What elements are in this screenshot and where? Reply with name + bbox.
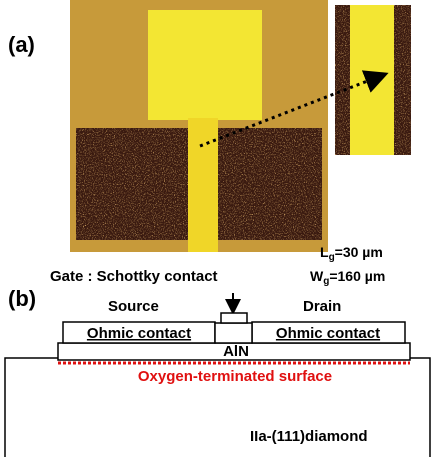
gate-length: Lg=30 µm bbox=[320, 244, 383, 263]
substrate-label: IIa-(111)diamond bbox=[250, 428, 368, 445]
panel-label: (b) bbox=[8, 286, 36, 311]
surface-label: Oxygen-terminated surface bbox=[138, 368, 332, 385]
panel-label: (a) bbox=[8, 32, 35, 57]
source-label: Source bbox=[108, 298, 159, 315]
barrier-label: AlN bbox=[223, 343, 249, 360]
ohmic-label: Ohmic contact bbox=[276, 325, 380, 342]
barrier-step bbox=[215, 323, 252, 343]
gate-metal bbox=[221, 313, 247, 323]
gate-label: Gate : Schottky contact bbox=[50, 268, 218, 285]
gate-width: Wg=160 µm bbox=[310, 268, 385, 287]
drain-label: Drain bbox=[303, 298, 341, 315]
ohmic-label: Ohmic contact bbox=[87, 325, 191, 342]
micrograph bbox=[70, 0, 328, 252]
inset bbox=[335, 5, 411, 155]
figure: (a) Lg=30 µm Wg=160 µm (b) Gate : Schott… bbox=[0, 0, 434, 457]
